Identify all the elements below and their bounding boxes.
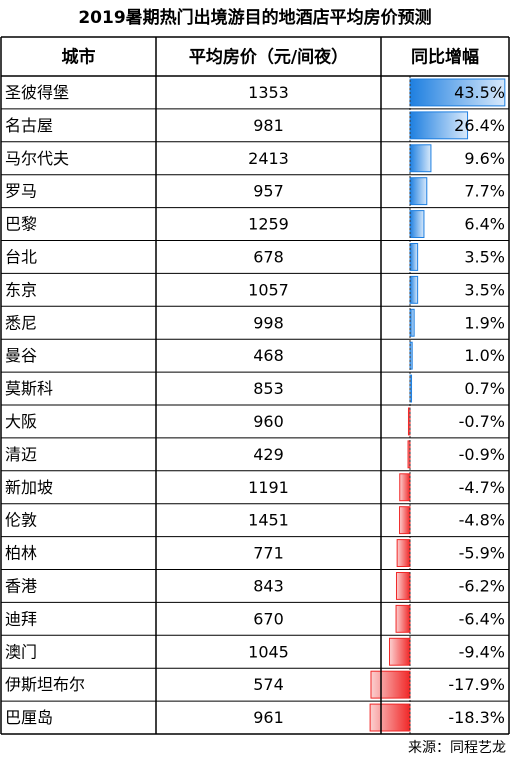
- city-cell: 新加坡: [5, 478, 53, 497]
- change-bar: [409, 341, 413, 370]
- city-cell: 柏林: [5, 544, 37, 563]
- header-cell: 同比增幅: [411, 47, 479, 68]
- price-cell: 843: [253, 576, 284, 595]
- price-cell: 670: [253, 609, 284, 628]
- city-cell: 迪拜: [5, 609, 37, 628]
- city-cell: 巴黎: [5, 215, 37, 234]
- change-bar: [389, 637, 411, 666]
- price-cell: 2413: [248, 149, 289, 168]
- header-cell: 平均房价（元/间夜）: [189, 47, 348, 68]
- header-cell: 城市: [62, 47, 96, 68]
- price-cell: 957: [253, 182, 284, 201]
- price-cell: 574: [253, 675, 284, 694]
- city-cell: 伦敦: [5, 511, 37, 530]
- change-bar: [369, 703, 411, 732]
- city-cell: 澳门: [5, 642, 37, 661]
- change-bar: [399, 506, 411, 535]
- price-cell: 961: [253, 708, 284, 727]
- change-cell: 9.6%: [464, 149, 505, 168]
- price-cell: 1353: [248, 83, 289, 102]
- change-bar: [409, 177, 428, 206]
- city-cell: 巴厘岛: [5, 708, 53, 727]
- change-cell: 3.5%: [464, 280, 505, 299]
- change-cell: -5.9%: [459, 544, 505, 563]
- price-cell: 771: [253, 544, 284, 563]
- change-bar: [399, 473, 411, 502]
- price-cell: 1191: [248, 478, 289, 497]
- price-cell: 981: [253, 116, 284, 135]
- city-cell: 台北: [5, 247, 37, 266]
- change-cell: 43.5%: [454, 83, 505, 102]
- change-cell: -18.3%: [448, 708, 505, 727]
- change-cell: 3.5%: [464, 247, 505, 266]
- title: 2019暑期热门出境游目的地酒店平均房价预测: [78, 7, 431, 28]
- change-cell: -4.8%: [459, 511, 505, 530]
- change-cell: 1.9%: [464, 313, 505, 332]
- source: 来源：同程艺龙: [408, 740, 506, 756]
- change-cell: -9.4%: [459, 642, 505, 661]
- change-cell: 1.0%: [464, 346, 505, 365]
- price-cell: 468: [253, 346, 284, 365]
- change-cell: 26.4%: [454, 116, 505, 135]
- city-cell: 大阪: [5, 412, 37, 431]
- price-cell: 1451: [248, 511, 289, 530]
- change-bar: [395, 604, 411, 633]
- city-cell: 清迈: [5, 445, 37, 464]
- change-bar: [407, 440, 411, 469]
- change-bar: [409, 275, 419, 304]
- change-cell: 0.7%: [464, 379, 505, 398]
- city-cell: 东京: [5, 280, 37, 299]
- city-cell: 悉尼: [5, 313, 37, 332]
- change-cell: -0.7%: [459, 412, 505, 431]
- change-bar: [409, 144, 432, 173]
- city-cell: 莫斯科: [5, 379, 53, 398]
- price-cell: 853: [253, 379, 284, 398]
- change-cell: -17.9%: [448, 675, 505, 694]
- city-cell: 圣彼得堡: [5, 83, 69, 102]
- change-bar: [395, 572, 411, 600]
- city-cell: 名古屋: [5, 116, 53, 135]
- change-cell: -6.4%: [459, 609, 505, 628]
- city-cell: 曼谷: [5, 346, 37, 365]
- city-cell: 罗马: [5, 182, 37, 201]
- change-cell: -4.7%: [459, 478, 505, 497]
- city-cell: 马尔代夫: [5, 149, 69, 168]
- price-cell: 429: [253, 445, 284, 464]
- change-bar: [370, 670, 411, 699]
- price-cell: 678: [253, 247, 284, 266]
- price-cell: 1045: [248, 642, 289, 661]
- change-bar: [409, 308, 415, 337]
- change-bar: [409, 210, 425, 239]
- change-bar: [409, 243, 419, 271]
- change-cell: 6.4%: [464, 215, 505, 234]
- change-cell: -6.2%: [459, 576, 505, 595]
- change-cell: 7.7%: [464, 182, 505, 201]
- price-cell: 960: [253, 412, 284, 431]
- change-bar: [409, 111, 469, 140]
- change-cell: -0.9%: [459, 445, 505, 464]
- price-cell: 998: [253, 313, 284, 332]
- price-cell: 1259: [248, 215, 289, 234]
- city-cell: 伊斯坦布尔: [5, 675, 85, 694]
- price-cell: 1057: [248, 280, 289, 299]
- change-bar: [396, 539, 411, 567]
- city-cell: 香港: [5, 576, 37, 595]
